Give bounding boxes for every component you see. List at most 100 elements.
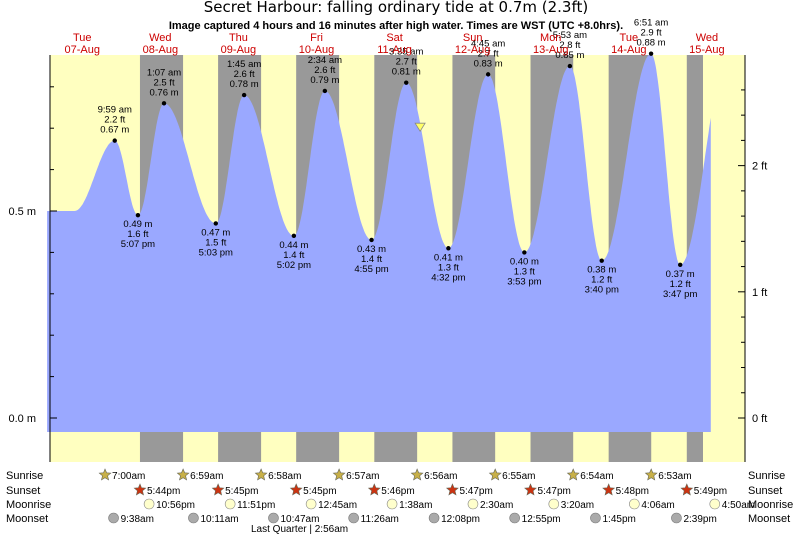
moonrise-time: 1:38am: [399, 500, 432, 511]
high-point: [161, 101, 167, 106]
moonset-icon: [590, 512, 601, 524]
sunrise-legend-left: Sunrise: [6, 470, 43, 482]
sun-moon-events: Sunrise Sunrise Sunset Sunset Moonrise Moonri…: [6, 468, 793, 535]
moonset-time: 11:26am: [361, 514, 399, 525]
low-point: [522, 250, 527, 255]
day-date-label: 08-Aug: [143, 44, 178, 56]
high-label: 2.7 ft: [396, 57, 417, 68]
low-label: 0.44 m: [279, 240, 308, 251]
moonset-icon: [268, 512, 279, 524]
low-label: 1.2 ft: [591, 275, 612, 286]
high-label: 2.9 ft: [641, 28, 662, 39]
moonset-icon: [509, 512, 520, 524]
sunrise-time: 6:55am: [502, 471, 535, 482]
high-label: 2.7 ft: [478, 48, 499, 59]
day-date-label: 12-Aug: [455, 44, 490, 56]
high-point: [241, 92, 247, 98]
day-date-label: 10-Aug: [299, 44, 334, 56]
moonrise-time: 10:56pm: [156, 500, 195, 511]
sunset-icon: [445, 483, 459, 496]
high-label: 2:34 am: [308, 55, 342, 66]
day-date-label: 13-Aug: [533, 44, 568, 56]
sunset-time: 5:45pm: [303, 486, 336, 497]
low-label: 1.5 ft: [205, 237, 226, 248]
day-date-label: 07-Aug: [65, 44, 100, 56]
high-label: 0.81 m: [392, 67, 421, 78]
high-label: 2.2 ft: [104, 115, 125, 126]
day-name-label: Mon: [540, 32, 561, 44]
low-label: 0.49 m: [123, 219, 152, 230]
high-label: 0.76 m: [149, 87, 178, 98]
high-label: 2.6 ft: [234, 69, 255, 80]
sunset-icon: [211, 483, 225, 496]
moonrise-icon: [709, 498, 721, 510]
day-name-label: Tue: [620, 32, 639, 44]
low-label: 1.3 ft: [438, 262, 459, 273]
moonrise-time: 3:20am: [561, 500, 594, 511]
day-date-label: 15-Aug: [689, 44, 724, 56]
right-tick-label: 0 ft: [752, 413, 767, 425]
tide-area: [47, 55, 711, 432]
low-label: 1.4 ft: [361, 254, 382, 265]
moonrise-icon: [224, 498, 236, 510]
moonrise-time: 2:30am: [480, 500, 513, 511]
high-point: [112, 138, 117, 143]
moonrise-icon: [386, 498, 398, 510]
moonset-legend-right: Moonset: [748, 513, 790, 525]
day-name-label: Sat: [386, 32, 403, 44]
day-name-label: Wed: [696, 32, 718, 44]
high-label: 2.8 ft: [559, 40, 580, 51]
moonset-time: 9:38am: [121, 514, 154, 525]
day-labels: Tue07-AugWed08-AugThu09-AugFri10-AugSat1…: [65, 32, 725, 56]
low-label: 3:40 pm: [585, 285, 619, 296]
high-label: 0.78 m: [230, 79, 259, 90]
day-date-label: 09-Aug: [221, 44, 256, 56]
low-label: 3:47 pm: [663, 289, 697, 300]
sunrise-legend-right: Sunrise: [748, 470, 785, 482]
high-label: 9:59 am: [98, 105, 132, 116]
moonrise-legend-left: Moonrise: [6, 499, 51, 511]
moonrise-time: 11:51pm: [237, 500, 275, 511]
high-label: 2.6 ft: [314, 65, 335, 76]
sunset-time: 5:49pm: [694, 486, 727, 497]
moonrise-legend-right: Moonrise: [748, 499, 793, 511]
high-label: 1:07 am: [147, 67, 181, 78]
day-name-label: Sun: [463, 32, 483, 44]
moonset-time: 10:11am: [200, 514, 238, 525]
moonset-icon: [671, 512, 682, 524]
moonset-icon: [188, 512, 199, 524]
sunset-legend-left: Sunset: [6, 485, 40, 497]
high-point: [485, 72, 491, 77]
sunset-icon: [367, 483, 381, 496]
sunset-icon: [133, 483, 147, 496]
sunrise-icon: [488, 468, 502, 481]
low-point: [599, 258, 604, 263]
high-label: 2.5 ft: [153, 77, 174, 88]
high-label: 4:45 am: [471, 38, 505, 49]
low-label: 0.47 m: [201, 227, 230, 238]
low-label: 1.4 ft: [283, 250, 304, 261]
moonset-time: 12:08pm: [441, 514, 480, 525]
sunset-time: 5:45pm: [225, 486, 258, 497]
sunrise-icon: [566, 468, 580, 481]
low-point: [135, 212, 141, 218]
low-point: [291, 233, 297, 239]
moonrise-icon: [143, 498, 155, 510]
moonrise-icon: [305, 498, 317, 510]
sunset-time: 5:47pm: [459, 486, 492, 497]
day-name-label: Wed: [149, 32, 171, 44]
sunrise-icon: [176, 468, 190, 481]
low-label: 4:55 pm: [354, 264, 388, 275]
moonrise-icon: [629, 498, 640, 510]
moonset-time: 12:55pm: [522, 514, 561, 525]
moonset-icon: [428, 512, 440, 524]
low-label: 1.6 ft: [127, 229, 148, 240]
sunrise-time: 6:58am: [268, 471, 301, 482]
moonset-time: 1:45pm: [602, 514, 635, 525]
day-name-label: Thu: [229, 32, 248, 44]
sunrise-icon: [410, 468, 424, 481]
high-label: 1:45 am: [227, 59, 261, 70]
low-label: 0.40 m: [510, 256, 539, 267]
sunrise-icon: [332, 468, 346, 481]
